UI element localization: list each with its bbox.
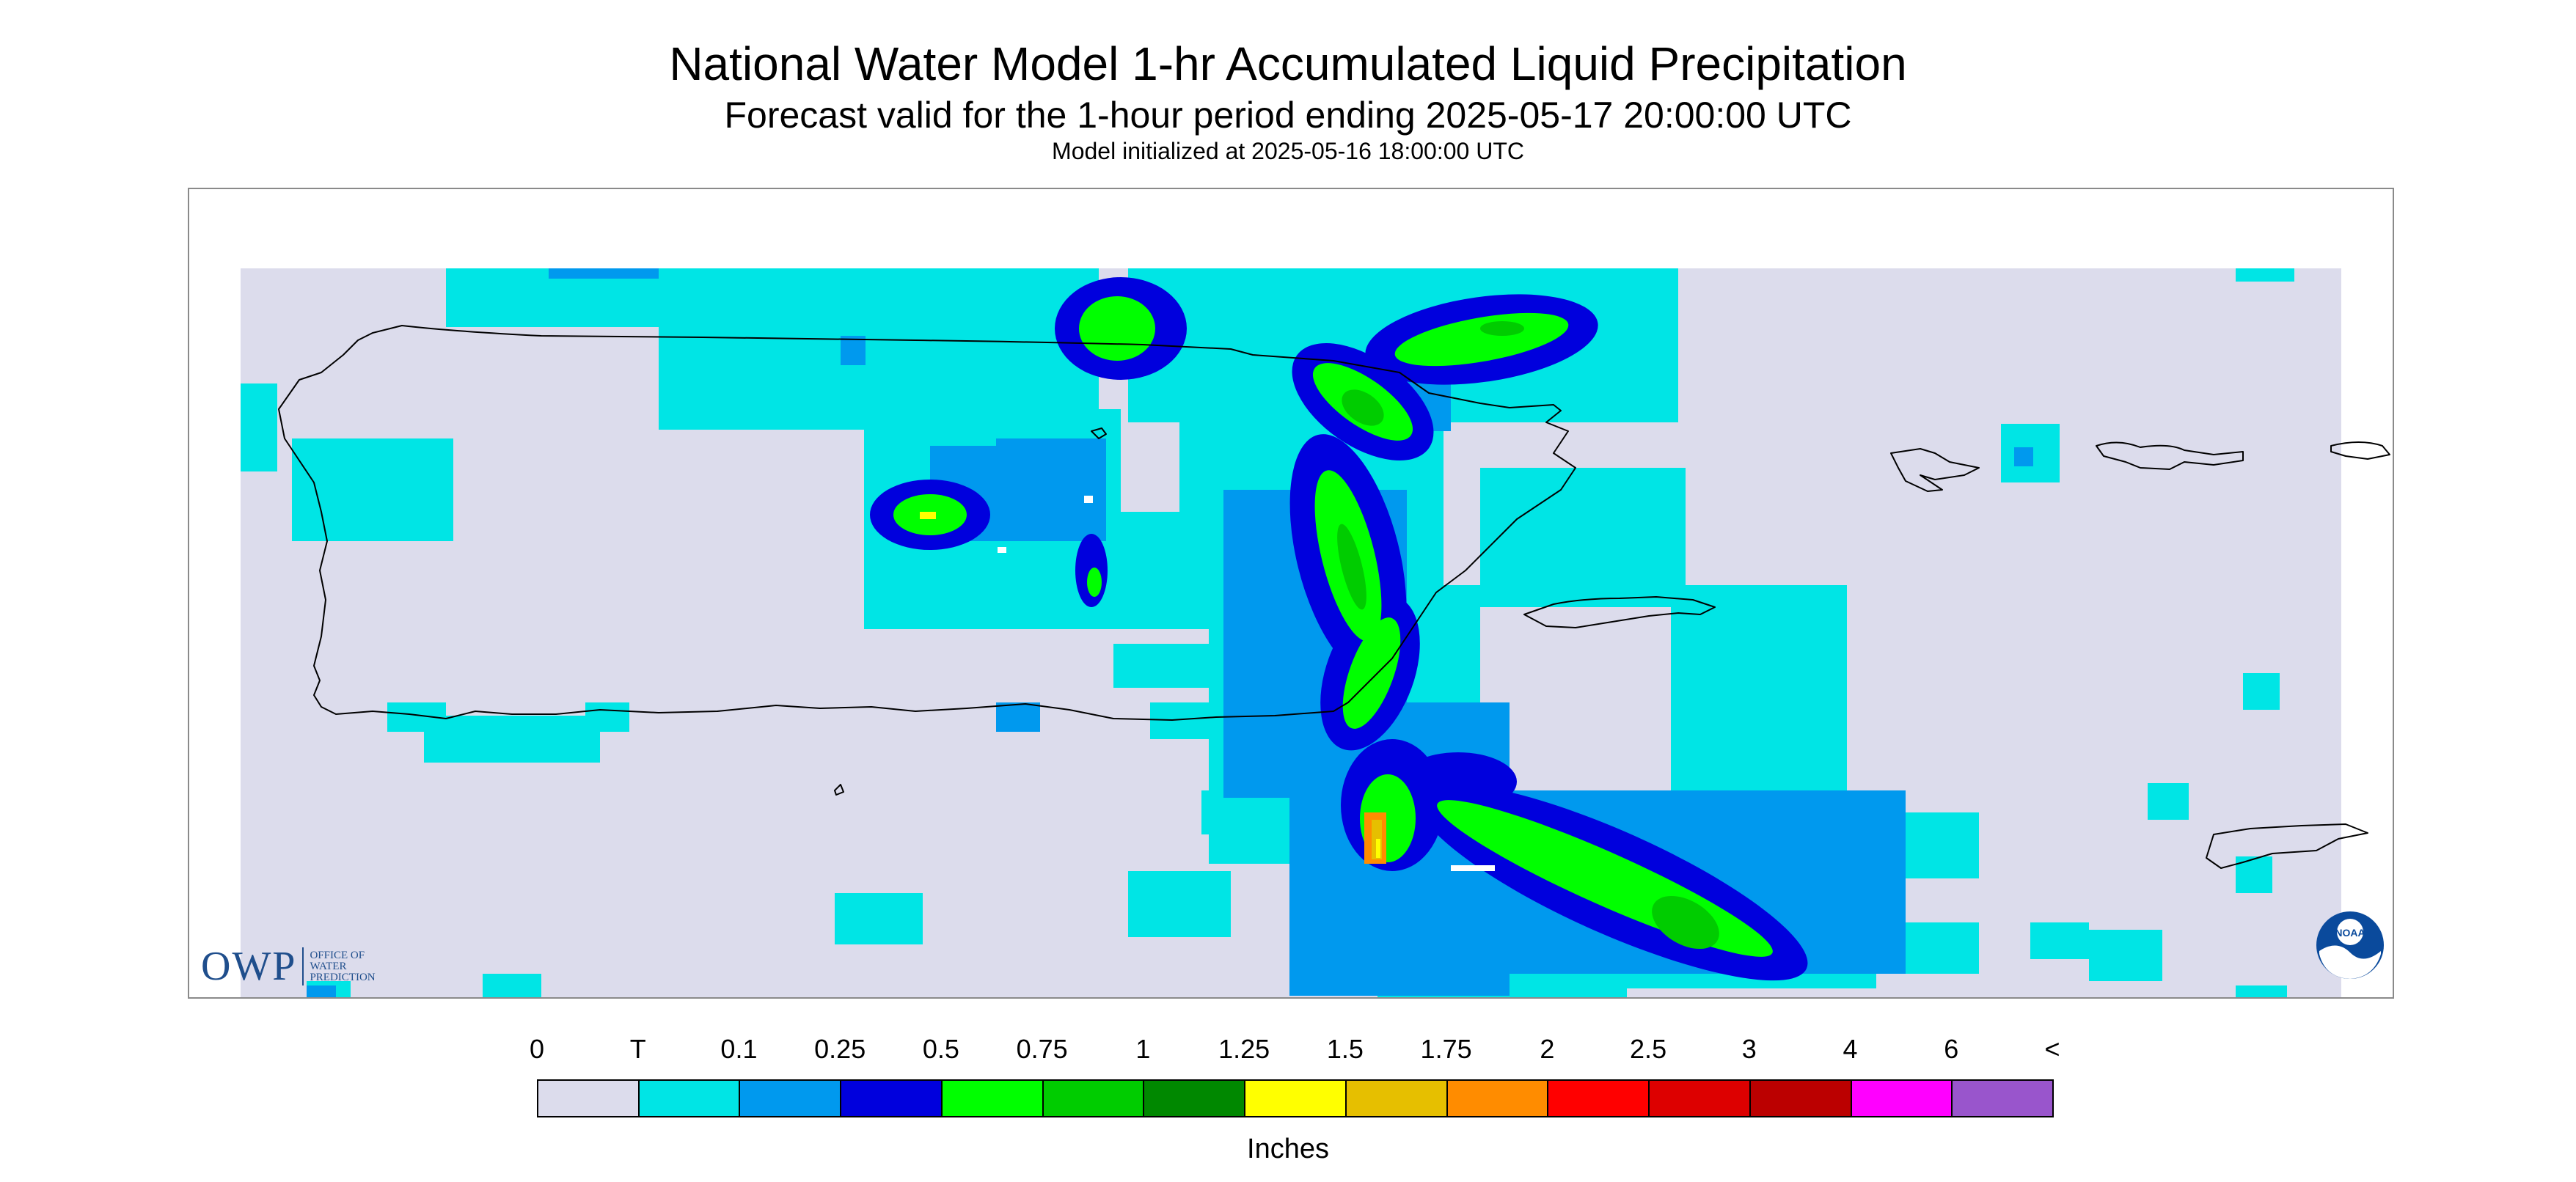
noaa-emblem-icon: NOAA xyxy=(2316,911,2384,979)
legend-color-swatch xyxy=(1750,1081,1852,1116)
legend-color-swatch xyxy=(1043,1081,1145,1116)
legend-tick-label: 1.25 xyxy=(1218,1034,1270,1064)
missing-data-cells xyxy=(998,496,1495,871)
noaa-emblem-text: NOAA xyxy=(2335,927,2365,939)
legend-tick-label: 6 xyxy=(1944,1034,1959,1064)
noaa-logo: NOAA xyxy=(2315,910,2385,984)
coastlines xyxy=(278,325,2390,869)
legend-color-swatch xyxy=(1953,1081,2053,1116)
owp-logo: OWP OFFICE OF WATER PREDICTION xyxy=(201,943,376,990)
precipitation-map-canvas xyxy=(241,268,2390,997)
legend-tick-label: 1.5 xyxy=(1326,1034,1364,1064)
legend-tick-label: T xyxy=(629,1034,646,1064)
mid-green-precip xyxy=(1337,321,1719,950)
legend-color-swatch xyxy=(639,1081,741,1116)
legend-color-swatch xyxy=(538,1081,640,1116)
legend-tick-label: 4 xyxy=(1843,1034,1858,1064)
owp-logo-divider xyxy=(302,947,304,985)
legend-tick-label: 2 xyxy=(1540,1034,1555,1064)
precipitation-map: OWP OFFICE OF WATER PREDICTION NOAA xyxy=(188,188,2394,999)
legend-color-swatch xyxy=(1245,1081,1347,1116)
model-initialized-text: Model initialized at 2025-05-16 18:00:00… xyxy=(1052,138,1524,164)
legend-tick-label: 0.1 xyxy=(720,1034,758,1064)
legend-color-swatch xyxy=(1851,1081,1953,1116)
precip-yellow xyxy=(920,512,1380,858)
legend-colorbar xyxy=(537,1079,2054,1117)
legend-color-swatch xyxy=(1144,1081,1246,1116)
legend-tick-label: 2.5 xyxy=(1630,1034,1667,1064)
forecast-valid-subtitle: Forecast valid for the 1-hour period end… xyxy=(724,95,1852,136)
legend-tick-labels: 0 T 0.1 0.25 0.5 0.75 1 1.25 1.5 1.75 2 2.5 3 4 6 < xyxy=(0,1034,2576,1069)
legend-color-swatch xyxy=(1447,1081,1549,1116)
legend-tick-label: 0.75 xyxy=(1016,1034,1068,1064)
legend-color-swatch xyxy=(740,1081,842,1116)
legend-color-swatch xyxy=(1548,1081,1650,1116)
legend-tick-label: 1.75 xyxy=(1420,1034,1472,1064)
legend-color-swatch xyxy=(1346,1081,1448,1116)
owp-logo-line: OFFICE OF xyxy=(310,949,365,961)
owp-logo-subtitle: OFFICE OF WATER PREDICTION xyxy=(310,950,375,983)
legend-tick-label: 0 xyxy=(529,1034,545,1064)
legend-tick-label: 0.5 xyxy=(922,1034,959,1064)
owp-logo-line: WATER xyxy=(310,960,347,972)
owp-logo-letters: OWP xyxy=(201,944,297,989)
legend-tick-label: 3 xyxy=(1741,1034,1757,1064)
legend-tick-label: < xyxy=(2044,1034,2060,1064)
legend-color-swatch xyxy=(1650,1081,1751,1116)
map-title: National Water Model 1-hr Accumulated Li… xyxy=(669,37,1907,90)
legend-tick-label: 1 xyxy=(1135,1034,1151,1064)
legend-units: Inches xyxy=(1247,1134,1329,1164)
legend-color-swatch xyxy=(942,1081,1044,1116)
owp-logo-line: PREDICTION xyxy=(310,971,376,983)
legend-tick-label: 0.25 xyxy=(814,1034,866,1064)
legend-color-swatch xyxy=(841,1081,943,1116)
